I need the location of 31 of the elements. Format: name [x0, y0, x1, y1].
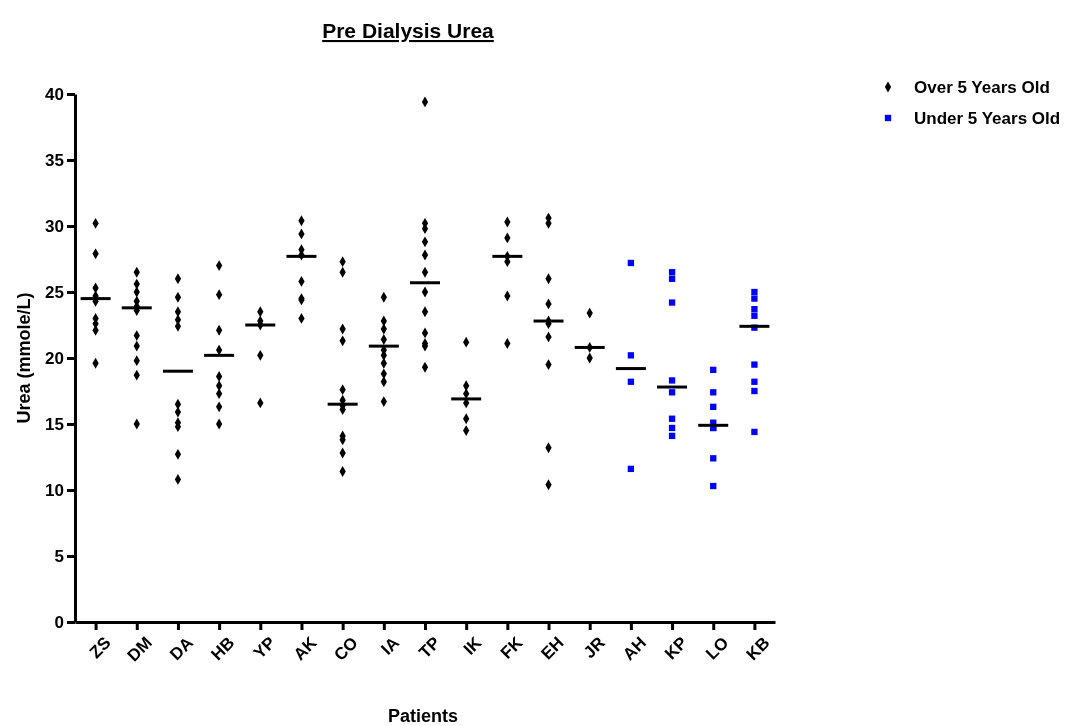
x-tick-label: IA — [377, 633, 403, 659]
chart-title: Pre Dialysis Urea — [322, 19, 495, 42]
y-axis-title: Urea (mmole/L) — [14, 292, 34, 424]
x-tick-label: LO — [702, 633, 733, 664]
x-tick-label: CO — [330, 633, 362, 665]
x-tick-label: JR — [580, 633, 609, 662]
x-tick-label: HB — [207, 633, 239, 664]
x-tick-label: AK — [289, 632, 322, 664]
y-tick-label: 35 — [45, 150, 64, 170]
x-tick-label: KB — [742, 633, 774, 664]
x-tick-label: YP — [249, 633, 280, 663]
x-tick-label: EH — [537, 633, 568, 664]
y-tick-label: 0 — [54, 612, 64, 632]
legend-label: Under 5 Years Old — [914, 109, 1061, 128]
y-tick-label: 20 — [45, 348, 64, 368]
y-tick-label: 40 — [45, 84, 64, 104]
x-tick-label: ZS — [85, 633, 115, 662]
legend-label: Over 5 Years Old — [914, 78, 1050, 97]
x-tick-label: AH — [619, 633, 650, 664]
y-tick-label: 30 — [45, 216, 64, 236]
x-tick-label: KP — [661, 633, 692, 664]
y-tick-label: 15 — [45, 414, 64, 434]
x-tick-label: IK — [459, 632, 486, 659]
y-tick-label: 25 — [45, 282, 64, 302]
x-tick-label: FK — [496, 632, 527, 663]
x-tick-label: DA — [166, 633, 198, 664]
x-tick-label: DM — [123, 633, 156, 666]
y-tick-label: 10 — [45, 480, 64, 500]
y-tick-label: 5 — [54, 546, 64, 566]
x-tick-label: TP — [415, 633, 445, 662]
x-axis-title: Patients — [387, 706, 459, 726]
